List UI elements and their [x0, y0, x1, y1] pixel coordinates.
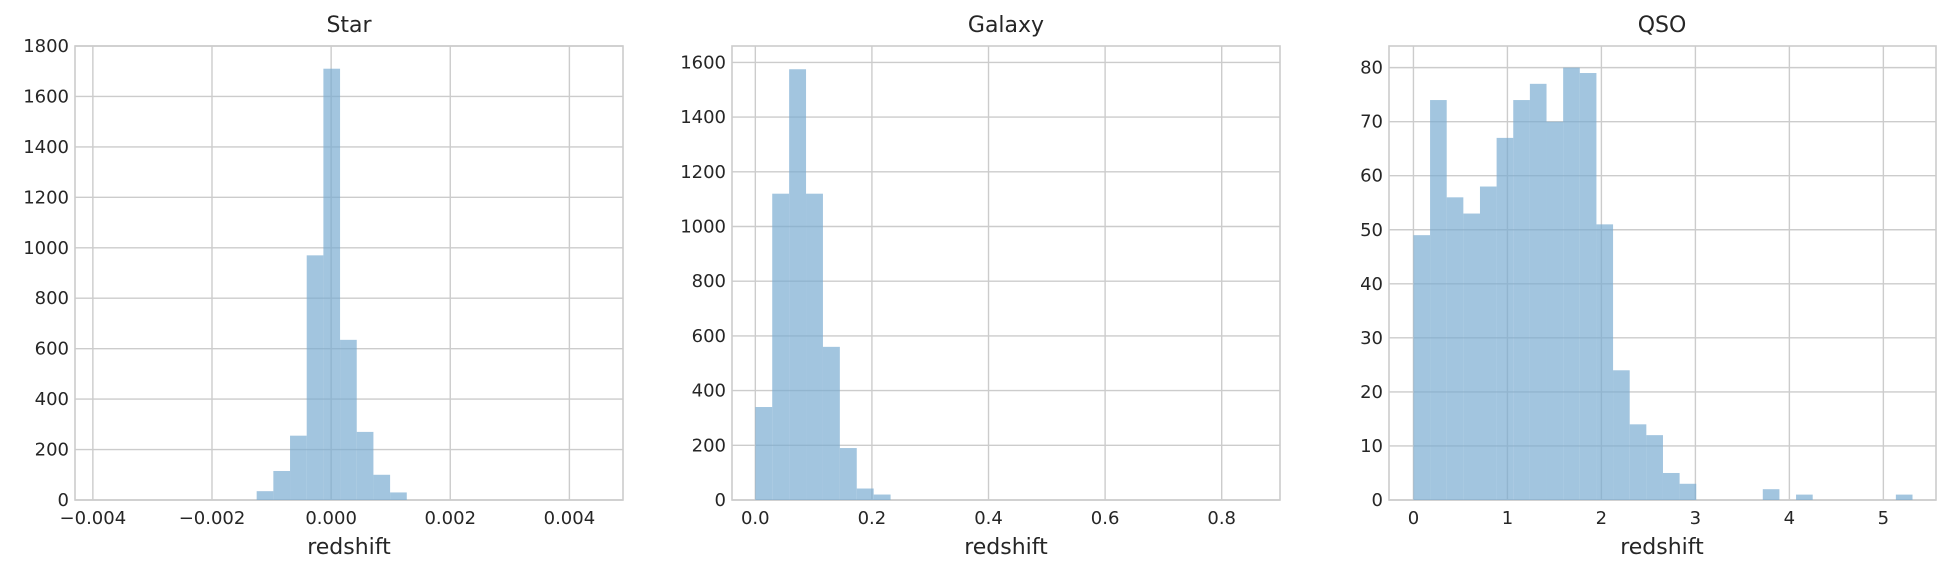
x-tick-label: 3 — [1690, 508, 1701, 529]
histogram-bar — [1679, 483, 1697, 500]
histogram-bar — [772, 193, 790, 500]
histogram-bar — [1513, 100, 1530, 501]
histogram-bar — [822, 346, 840, 500]
histogram-bar — [1579, 73, 1597, 501]
x-tick-label: −0.004 — [60, 508, 127, 529]
histogram-bar — [1662, 472, 1680, 500]
histogram-bar — [1463, 213, 1480, 501]
y-tick-label: 0 — [715, 490, 726, 511]
panel-star: Star redshift −0.004 −0.002 0.000 0.002 0.00… — [23, 13, 624, 560]
y-tick-label: 1600 — [23, 86, 69, 107]
y-tick-label: 600 — [692, 326, 726, 347]
panel-title: Star — [326, 13, 372, 38]
y-tick-label: 50 — [1360, 220, 1383, 241]
histogram-bar — [323, 68, 341, 500]
y-tick-label: 1200 — [23, 187, 69, 208]
x-tick-label: 0.000 — [305, 508, 357, 529]
x-axis-label: redshift — [307, 535, 391, 560]
y-tick-label: 20 — [1360, 382, 1383, 403]
x-tick-label: 1 — [1502, 508, 1513, 529]
histogram-bar — [1646, 435, 1663, 500]
histogram-bar — [273, 470, 291, 500]
y-tick-label: 70 — [1360, 112, 1383, 133]
histogram-bar — [1613, 370, 1630, 500]
histogram-bar — [256, 491, 274, 500]
histogram-bar — [873, 494, 891, 500]
y-tick-label: 30 — [1360, 328, 1383, 349]
y-tick-label: 1200 — [680, 162, 726, 183]
histogram-bar — [1479, 186, 1497, 500]
panel-galaxy: Galaxy redshift 0.0 0.2 0.4 0.6 0.8 0 200 400 60… — [680, 13, 1281, 560]
histogram-bar — [373, 474, 391, 500]
x-tick-label: 0.4 — [974, 508, 1003, 529]
histogram-bar — [755, 407, 773, 500]
y-tick-label: 1400 — [680, 107, 726, 128]
y-tick-label: 1000 — [23, 238, 69, 259]
histogram-bar — [839, 448, 857, 500]
y-tick-label: 400 — [35, 389, 69, 410]
y-tick-label: 1400 — [23, 137, 69, 158]
panel-title: QSO — [1638, 13, 1687, 38]
bars — [1413, 67, 1913, 501]
x-tick-label: 0 — [1408, 508, 1419, 529]
histogram-bar — [1796, 494, 1813, 500]
y-tick-label: 80 — [1360, 58, 1383, 79]
y-tick-label: 800 — [35, 288, 69, 309]
bars — [755, 69, 891, 501]
y-tick-label: 0 — [58, 490, 69, 511]
x-tick-label: −0.002 — [179, 508, 246, 529]
x-tick-label: 0.0 — [741, 508, 770, 529]
histogram-bar — [856, 488, 874, 500]
y-tick-label: 10 — [1360, 436, 1383, 457]
histogram-bar — [290, 435, 307, 500]
histogram-bar — [1563, 67, 1580, 500]
x-tick-label: 0.6 — [1091, 508, 1120, 529]
y-tick-label: 1800 — [23, 36, 69, 57]
x-tick-label: 4 — [1784, 508, 1795, 529]
y-tick-label: 400 — [692, 381, 726, 402]
histogram-bar — [1596, 224, 1614, 500]
y-tick-label: 200 — [692, 435, 726, 456]
y-tick-label: 200 — [35, 440, 69, 461]
y-tick-label: 0 — [1372, 490, 1383, 511]
histogram-bar — [356, 431, 374, 500]
histogram-bar — [306, 255, 324, 500]
histogram-bar — [1546, 121, 1564, 501]
histogram-bar — [789, 69, 807, 501]
y-tick-label: 600 — [35, 339, 69, 360]
histogram-bar — [1629, 424, 1647, 500]
histogram-bar — [1430, 100, 1447, 501]
y-tick-label: 60 — [1360, 166, 1383, 187]
panel-title: Galaxy — [968, 13, 1044, 38]
y-tick-label: 40 — [1360, 274, 1383, 295]
histogram-bar — [390, 492, 407, 500]
x-tick-label: 5 — [1878, 508, 1889, 529]
x-tick-label: 2 — [1596, 508, 1607, 529]
x-axis-label: redshift — [964, 535, 1048, 560]
x-tick-label: 0.004 — [544, 508, 596, 529]
y-tick-label: 800 — [692, 271, 726, 292]
histogram-bar — [1762, 489, 1780, 500]
y-tick-label: 1000 — [680, 217, 726, 238]
histogram-bar — [1496, 137, 1514, 500]
histogram-bar — [1529, 83, 1547, 500]
histogram-bar — [1413, 235, 1431, 500]
x-tick-label: 0.2 — [858, 508, 887, 529]
histogram-bar — [1895, 494, 1913, 500]
plot-frame — [731, 45, 1281, 501]
histogram-bar — [1446, 197, 1464, 501]
x-axis-label: redshift — [1620, 535, 1704, 560]
histogram-bar — [806, 193, 823, 500]
bars — [256, 68, 407, 500]
x-tick-label: 0.002 — [424, 508, 476, 529]
x-tick-label: 0.8 — [1207, 508, 1236, 529]
histogram-bar — [340, 339, 357, 500]
y-tick-label: 1600 — [680, 52, 726, 73]
